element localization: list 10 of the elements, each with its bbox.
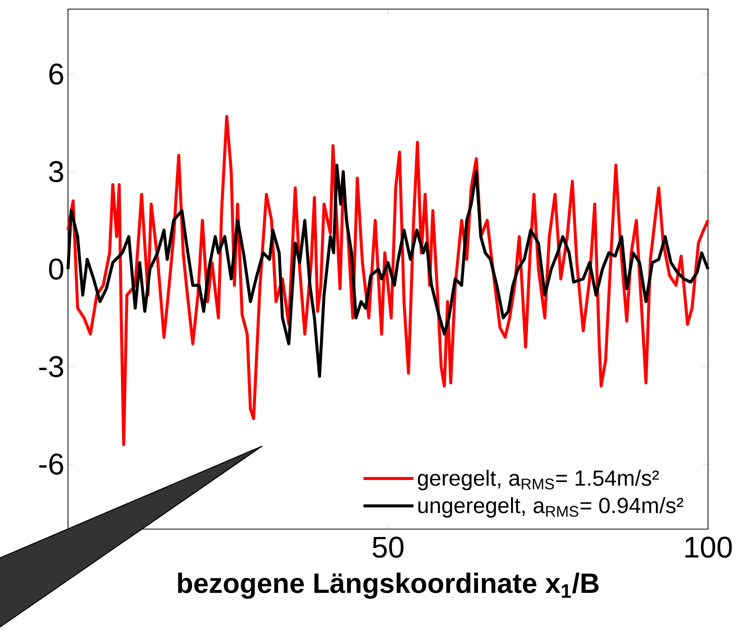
legend-label: geregelt, a$_{RMS}$= 1.54m/s² bbox=[418, 470, 659, 490]
y-tick-label: 3 bbox=[49, 161, 64, 182]
y-tick-label: -3 bbox=[39, 356, 64, 378]
y-tick-label: -6 bbox=[39, 454, 64, 475]
y-tick-label: 6 bbox=[49, 64, 64, 85]
x-axis-title: bezogene Längskoordinate x$_{1}$/B bbox=[178, 572, 599, 599]
x-tick-label: 50 bbox=[372, 536, 404, 558]
x-tick-label: 100 bbox=[685, 536, 732, 558]
legend-label: ungeregelt, a$_{RMS}$= 0.94m/s² bbox=[418, 497, 684, 518]
y-tick-label: 0 bbox=[49, 258, 64, 280]
